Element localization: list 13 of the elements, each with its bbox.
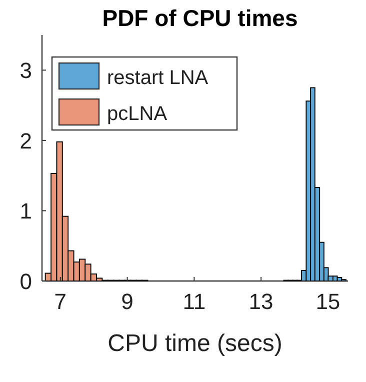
x-tick-label: 15 [316, 289, 340, 314]
legend-label: pcLNA [107, 103, 168, 125]
y-tick-label: 1 [20, 198, 32, 224]
legend-label: restart LNA [107, 67, 209, 89]
x-tick-label: 11 [182, 289, 206, 314]
x-tick-label: 9 [121, 289, 134, 314]
x-tick-label: 7 [54, 289, 67, 314]
x-tick-label: 13 [248, 289, 274, 314]
y-tick-label: 3 [20, 58, 32, 84]
y-tick-label: 2 [20, 128, 32, 154]
x-axis-title: CPU time (secs) [108, 330, 282, 357]
chart-title: PDF of CPU times [102, 5, 298, 31]
y-tick-label: 0 [20, 269, 32, 294]
